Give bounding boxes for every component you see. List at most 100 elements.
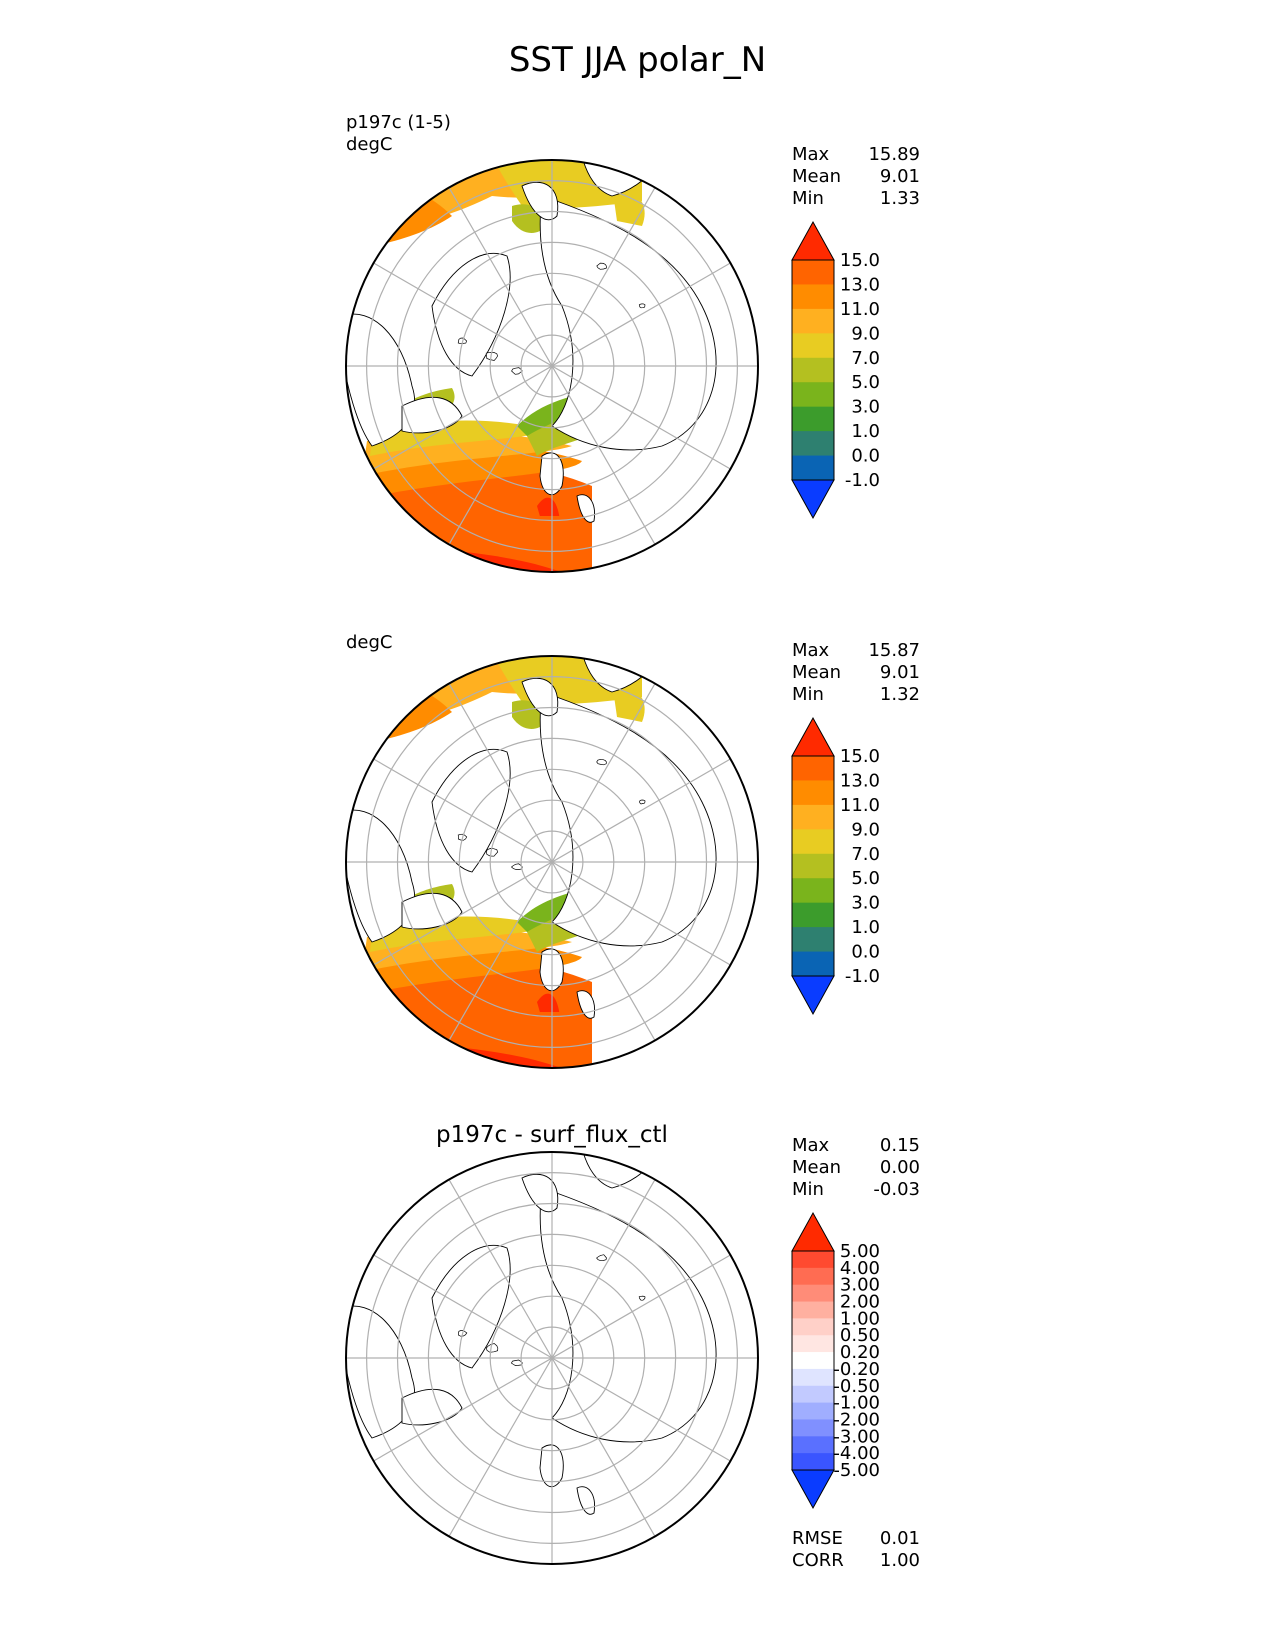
alaska-land	[401, 892, 463, 930]
colorbar-tick-label: 7.0	[851, 844, 880, 865]
colorbar-segment	[792, 756, 834, 781]
colorbar-tick-label: 3.0	[851, 893, 880, 914]
colorbar-tick-label: 7.0	[851, 348, 880, 369]
scandinavia-land	[521, 181, 559, 221]
colorbar-segment	[792, 829, 834, 855]
island-land	[485, 351, 498, 361]
stat-label: Max	[792, 640, 830, 661]
greenland-land	[431, 749, 511, 873]
island-land	[639, 799, 646, 805]
colorbar-tick-label: 13.0	[840, 274, 880, 295]
stat-label: Min	[792, 684, 824, 705]
stat-label: Mean	[792, 1157, 842, 1178]
eurasia-land	[539, 1187, 717, 1443]
stat-label: Max	[792, 144, 830, 165]
island-land	[510, 1359, 523, 1366]
colorbar-segment	[792, 357, 834, 383]
colorbar-segment	[792, 902, 834, 928]
atlantic-band-11	[346, 672, 452, 747]
scandinavia-land	[521, 677, 559, 717]
colorbar-tick-label: -0.50	[833, 1376, 880, 1397]
colorbar-segment	[792, 1251, 834, 1269]
stat-value: 9.01	[879, 662, 920, 683]
panel2-units-label: degC	[346, 632, 393, 653]
colorbar-segment	[792, 927, 834, 953]
metric-label: CORR	[792, 1550, 844, 1571]
graticule	[346, 1152, 758, 1564]
colorbar-segment	[792, 951, 834, 977]
colorbar-segment	[792, 1267, 834, 1286]
colorbar-tick-label: -1.0	[845, 966, 880, 987]
stat-label: Max	[792, 1135, 830, 1156]
pacific-band-13b	[346, 516, 582, 572]
island-land	[596, 758, 607, 766]
atlantic-band-11	[346, 176, 452, 251]
colorbar-segment	[792, 804, 834, 830]
colorbar-segment	[792, 1368, 834, 1387]
colorbar-tick-label: -1.00	[833, 1393, 880, 1414]
colorbar-extend-min	[791, 975, 835, 1016]
island-land	[511, 367, 523, 375]
colorbar-segment	[792, 333, 834, 359]
metric-value: 1.00	[879, 1550, 920, 1571]
colorbar-tick-label: 15.0	[840, 250, 880, 271]
island-land	[486, 848, 499, 857]
colorbar-tick-label: 9.0	[851, 819, 880, 840]
meridian-line	[373, 262, 731, 470]
colorbar-tick-label: -5.00	[833, 1460, 880, 1481]
panel1-units-label: degC	[346, 134, 393, 155]
island-land	[485, 1343, 499, 1353]
map-boundary	[345, 1151, 759, 1565]
alaska-land	[401, 396, 463, 434]
colorbar-tick-label: 5.00	[840, 1241, 880, 1262]
europe-land	[581, 1152, 663, 1189]
stat-label: Min	[792, 1179, 824, 1200]
colorbar-tick-label: 0.0	[851, 446, 880, 467]
panel1-case-label: p197c (1-5)	[346, 112, 451, 133]
island-land	[638, 1295, 646, 1301]
colorbar-segment	[792, 382, 834, 408]
colorbar-segment	[792, 1301, 834, 1319]
colorbar-segment	[792, 1453, 834, 1471]
colorbar-segment	[792, 1352, 834, 1370]
colorbar-tick-label: -2.00	[833, 1409, 880, 1430]
colorbar-segment	[792, 1402, 834, 1420]
colorbar-tick-label: 0.50	[840, 1325, 880, 1346]
colorbar-tick-label: 3.00	[840, 1275, 880, 1296]
panel1-stats: Max 15.89 Mean 9.01 Min 1.33	[792, 144, 920, 210]
colorbar-segment	[792, 1284, 834, 1303]
colorbar-extend-max	[791, 220, 835, 261]
barents-band-7	[612, 186, 645, 226]
colorbar-tick-label: 1.00	[840, 1308, 880, 1329]
colorbar-frame	[791, 755, 835, 977]
colorbar-extend-min	[791, 1469, 835, 1510]
eurasia-land	[539, 691, 717, 947]
greenland-land	[431, 253, 511, 377]
stat-value: 0.15	[879, 1135, 920, 1156]
colorbar-frame	[791, 1250, 835, 1471]
panel3-title: p197c - surf_flux_ctl	[436, 1122, 668, 1148]
colorbar-segment	[792, 455, 834, 481]
colorbar-tick-label: 2.00	[840, 1292, 880, 1313]
colorbar-tick-label: 5.0	[851, 372, 880, 393]
eurasia-land	[539, 195, 717, 451]
colorbar-extend-min	[791, 479, 835, 520]
colorbar-segment	[792, 853, 834, 879]
colorbar-segment	[792, 431, 834, 457]
colorbar-segment	[792, 1335, 834, 1353]
colorbar-segment	[792, 260, 834, 285]
colorbar-tick-label: -4.00	[833, 1443, 880, 1464]
stat-value: -0.03	[873, 1179, 920, 1200]
colorbar-tick-label: 1.0	[851, 421, 880, 442]
panel3-stats: Max 0.15 Mean 0.00 Min -0.03	[792, 1135, 920, 1201]
pacific-band-13b	[346, 1012, 582, 1068]
map-boundary	[345, 655, 759, 1069]
colorbar-tick-label: 0.20	[840, 1342, 880, 1363]
stat-label: Mean	[792, 662, 842, 683]
colorbar-extend-max	[791, 1211, 835, 1252]
greenland-land	[431, 1245, 511, 1369]
colorbar-tick-label: 1.0	[851, 917, 880, 938]
stat-value: 9.01	[879, 166, 920, 187]
colorbar-tick-label: 11.0	[840, 299, 880, 320]
colorbar-tick-label: 5.0	[851, 868, 880, 889]
